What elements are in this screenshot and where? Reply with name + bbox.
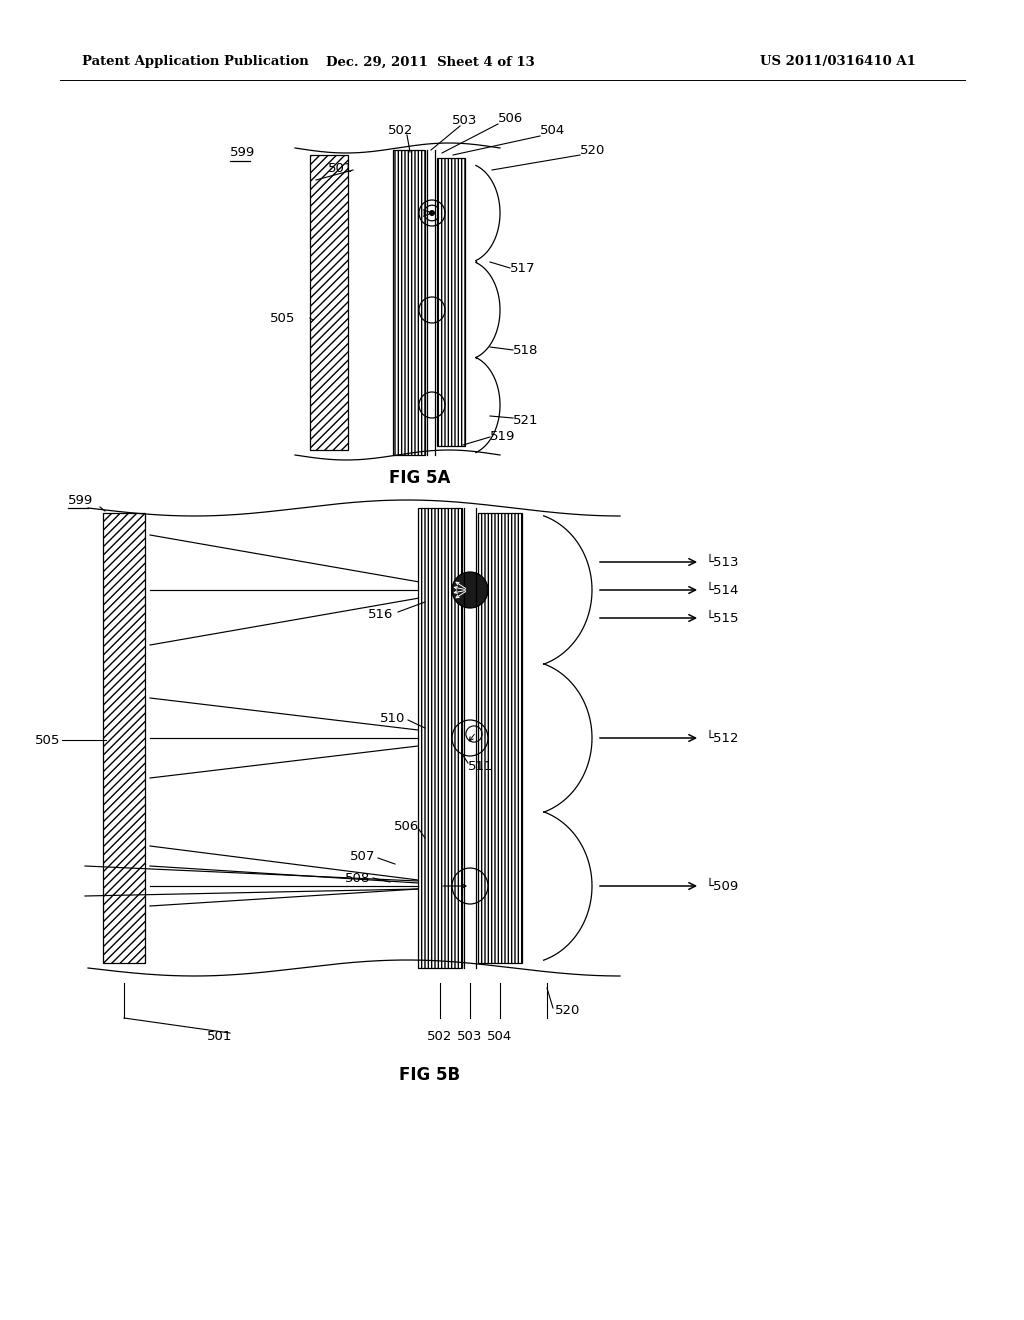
Text: └509: └509 xyxy=(706,879,739,892)
Text: 518: 518 xyxy=(513,343,539,356)
Text: Dec. 29, 2011  Sheet 4 of 13: Dec. 29, 2011 Sheet 4 of 13 xyxy=(326,55,535,69)
Text: 506: 506 xyxy=(394,820,419,833)
Text: 501: 501 xyxy=(328,161,353,174)
Text: 520: 520 xyxy=(580,144,605,157)
Text: └512: └512 xyxy=(706,731,739,744)
Text: 599: 599 xyxy=(68,494,93,507)
Text: 510: 510 xyxy=(380,711,406,725)
Text: Patent Application Publication: Patent Application Publication xyxy=(82,55,309,69)
Text: 521: 521 xyxy=(513,413,539,426)
Text: US 2011/0316410 A1: US 2011/0316410 A1 xyxy=(760,55,915,69)
Text: 508: 508 xyxy=(345,871,371,884)
Text: 520: 520 xyxy=(555,1005,581,1018)
Text: └514: └514 xyxy=(706,583,739,597)
Text: 599: 599 xyxy=(230,147,255,160)
Text: 505: 505 xyxy=(270,312,295,325)
Circle shape xyxy=(429,210,435,216)
Bar xyxy=(478,513,522,964)
Bar xyxy=(103,513,145,964)
Text: 502: 502 xyxy=(427,1030,453,1043)
Text: 507: 507 xyxy=(350,850,376,862)
Text: 506: 506 xyxy=(498,111,523,124)
Text: └513: └513 xyxy=(706,556,739,569)
Bar xyxy=(418,508,462,968)
Text: 503: 503 xyxy=(458,1030,482,1043)
Bar xyxy=(310,154,348,450)
Text: 502: 502 xyxy=(388,124,414,136)
Text: └515: └515 xyxy=(706,611,739,624)
Text: 504: 504 xyxy=(487,1030,513,1043)
Text: FIG 5B: FIG 5B xyxy=(399,1067,461,1084)
Text: 505: 505 xyxy=(35,734,60,747)
Text: 503: 503 xyxy=(452,114,477,127)
Circle shape xyxy=(452,572,488,609)
Text: FIG 5A: FIG 5A xyxy=(389,469,451,487)
Bar xyxy=(437,158,465,446)
Bar xyxy=(393,150,425,455)
Text: 501: 501 xyxy=(207,1030,232,1043)
Text: 504: 504 xyxy=(540,124,565,136)
Text: 516: 516 xyxy=(368,609,393,622)
Text: 519: 519 xyxy=(490,430,515,444)
Text: 517: 517 xyxy=(510,261,536,275)
Text: 511: 511 xyxy=(468,759,494,772)
